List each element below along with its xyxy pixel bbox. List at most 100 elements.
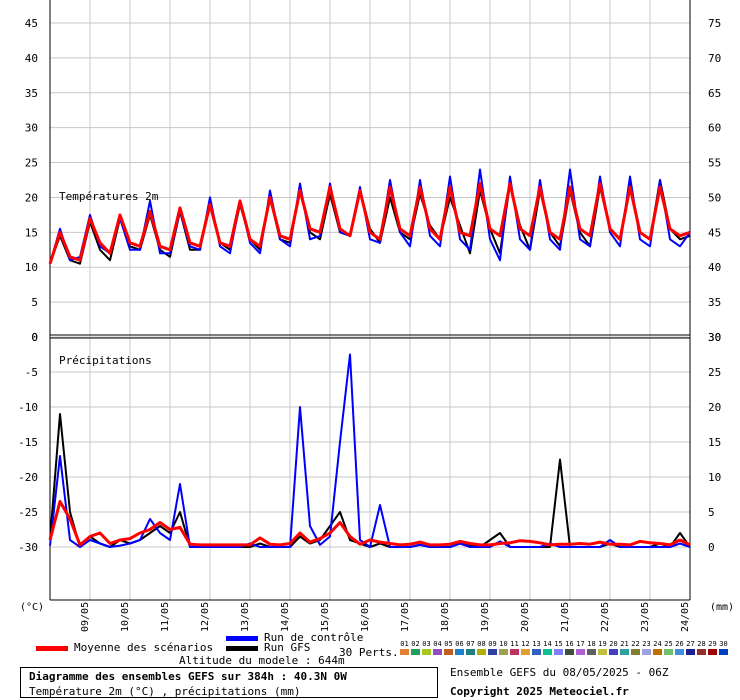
y-tick-label-right: 50 — [708, 191, 721, 204]
member-key: 12 — [520, 640, 531, 655]
temperature-title: Températures 2m — [59, 190, 159, 203]
x-tick-date: 16/05 — [360, 602, 371, 632]
date-axis: 09/05 10/05 11/05 12/05 13/05 14/05 15/05 16/05… — [80, 602, 691, 632]
member-number: 25 — [664, 640, 673, 648]
legend-mean-label: Moyenne des scénarios — [74, 641, 214, 654]
member-swatch — [455, 649, 464, 655]
member-number: 13 — [532, 640, 541, 648]
member-number: 23 — [642, 640, 651, 648]
member-key: 23 — [641, 640, 652, 655]
run-info: Ensemble GEFS du 08/05/2025 - 06Z — [450, 666, 669, 679]
member-number: 06 — [455, 640, 464, 648]
member-swatch — [642, 649, 651, 655]
member-legend: 01 02 03 04 05 06 07 08 09 10 11 12 13 14 15 16 17 18 19 20… — [399, 640, 731, 658]
member-key: 30 — [718, 640, 729, 655]
y-tick-label-left: 25 — [25, 157, 38, 170]
diagram-subtitle: Température 2m (°C) , précipitations (mm… — [29, 685, 301, 698]
member-swatch — [532, 649, 541, 655]
member-key: 28 — [696, 640, 707, 655]
member-number: 21 — [620, 640, 629, 648]
member-key: 03 — [421, 640, 432, 655]
y-tick-label-right: 35 — [708, 296, 721, 309]
y-tick-label-left: -10 — [18, 401, 38, 414]
control-swatch — [226, 635, 258, 641]
member-key: 09 — [487, 640, 498, 655]
series-mean-line — [48, 500, 691, 547]
y-tick-label-right: 25 — [708, 366, 721, 379]
title-box: Diagramme des ensembles GEFS sur 384h : … — [20, 667, 438, 698]
member-key: 27 — [685, 640, 696, 655]
member-swatch — [433, 649, 442, 655]
member-key: 05 — [443, 640, 454, 655]
member-swatch — [422, 649, 431, 655]
y-tick-label-left: 40 — [25, 52, 38, 65]
member-key: 29 — [707, 640, 718, 655]
member-number: 22 — [631, 640, 640, 648]
member-number: 04 — [433, 640, 442, 648]
y-tick-label-left: -25 — [18, 506, 38, 519]
member-key: 07 — [465, 640, 476, 655]
member-swatch — [675, 649, 684, 655]
y-tick-label-left: 45 — [25, 17, 38, 30]
member-key: 13 — [531, 640, 542, 655]
x-tick-date: 22/05 — [600, 602, 611, 632]
member-swatch — [686, 649, 695, 655]
x-tick-date: 10/05 — [120, 602, 131, 632]
y-tick-label-right: 70 — [708, 52, 721, 65]
member-swatch — [708, 649, 717, 655]
member-swatch — [576, 649, 585, 655]
member-swatch — [477, 649, 486, 655]
member-swatch — [719, 649, 728, 655]
series-mean-line — [48, 182, 691, 265]
x-tick-date: 23/05 — [640, 602, 651, 632]
member-number: 11 — [510, 640, 519, 648]
member-number: 17 — [576, 640, 585, 648]
member-swatch — [587, 649, 596, 655]
member-number: 30 — [719, 640, 728, 648]
series-control-line — [49, 353, 691, 548]
member-key: 21 — [619, 640, 630, 655]
y-tick-label-left: 10 — [25, 261, 38, 274]
legend-gfs-label: Run GFS — [264, 641, 311, 654]
member-swatch — [609, 649, 618, 655]
legend-perts: 30 Perts. — [339, 646, 399, 659]
y-tick-label-right: 5 — [708, 506, 715, 519]
y-tick-label-right: 55 — [708, 157, 721, 170]
y-tick-label-left: 30 — [25, 122, 38, 135]
y-tick-label-left: 20 — [25, 191, 38, 204]
member-key: 10 — [498, 640, 509, 655]
member-number: 29 — [708, 640, 717, 648]
x-tick-date: 20/05 — [520, 602, 531, 632]
member-swatch — [631, 649, 640, 655]
y-tick-label-left: -15 — [18, 436, 38, 449]
member-swatch — [521, 649, 530, 655]
y-tick-label-left: -5 — [25, 366, 38, 379]
member-swatch — [598, 649, 607, 655]
member-number: 15 — [554, 640, 563, 648]
member-swatch — [664, 649, 673, 655]
member-number: 28 — [697, 640, 706, 648]
gfs-swatch — [226, 645, 258, 651]
member-key: 06 — [454, 640, 465, 655]
member-number: 12 — [521, 640, 530, 648]
member-number: 08 — [477, 640, 486, 648]
member-number: 01 — [400, 640, 409, 648]
member-swatch — [620, 649, 629, 655]
x-tick-date: 11/05 — [160, 602, 171, 632]
member-number: 20 — [609, 640, 618, 648]
x-tick-date: 12/05 — [200, 602, 211, 632]
y-tick-label-right: 0 — [708, 541, 715, 554]
member-number: 09 — [488, 640, 497, 648]
y-tick-label-right: 15 — [708, 436, 721, 449]
member-swatch — [444, 649, 453, 655]
member-key: 14 — [542, 640, 553, 655]
y-tick-label-right: 75 — [708, 17, 721, 30]
y-tick-label-left: 0 — [31, 331, 38, 344]
member-number: 18 — [587, 640, 596, 648]
y-tick-label-right: 65 — [708, 87, 721, 100]
member-number: 26 — [675, 640, 684, 648]
member-number: 03 — [422, 640, 431, 648]
x-tick-date: 21/05 — [560, 602, 571, 632]
precipitation-panel: 0 -5 -10 -15 -20 -25 -30 30 25 20 15 10 5 0 — [18, 331, 721, 601]
